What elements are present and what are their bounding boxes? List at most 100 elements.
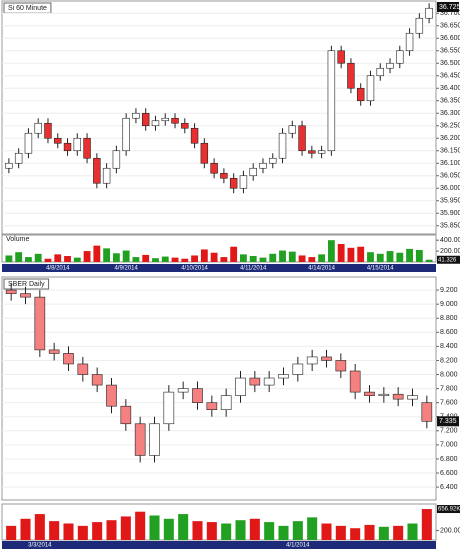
candle-body: [210, 162, 218, 174]
volume-tick-label: 200.000: [440, 248, 460, 255]
candle-body: [5, 289, 17, 294]
volume-bar: [406, 248, 413, 262]
volume-bar: [249, 518, 260, 540]
volume-bar: [308, 257, 316, 262]
volume-bar: [350, 528, 361, 540]
candle-body: [112, 150, 121, 169]
chart-title: Si 60 Minute: [8, 5, 47, 12]
candle-body: [200, 142, 209, 164]
candle-body: [134, 423, 146, 456]
y-tick-label: 7.200: [440, 428, 458, 435]
volume-bar: [73, 257, 81, 262]
candle-body: [308, 150, 316, 154]
candle-body: [171, 117, 179, 124]
volume-bar: [92, 522, 103, 540]
x-tick-label: 4/8/2014: [46, 266, 70, 272]
y-tick-label: 35.950: [440, 198, 460, 205]
last-volume-label: 656.92K: [438, 507, 460, 513]
last-volume-box: [437, 505, 460, 514]
volume-bar: [163, 518, 174, 540]
volume-bar: [321, 523, 332, 540]
candle-body: [278, 132, 287, 159]
y-tick-label: 8.400: [440, 343, 458, 350]
chart-title: SBER Daily: [8, 281, 45, 288]
candle-body: [405, 32, 414, 52]
volume-bar: [103, 248, 111, 262]
y-tick-label: 36.250: [440, 123, 460, 130]
volume-bar: [407, 523, 418, 540]
volume-bar: [25, 257, 32, 262]
candle-body: [327, 50, 336, 152]
candle-body: [407, 395, 418, 400]
candle-body: [337, 50, 345, 64]
candle-body: [93, 157, 101, 184]
volume-bar: [288, 251, 296, 262]
candle-body: [48, 349, 60, 354]
volume-bar: [220, 257, 228, 262]
candle-body: [24, 132, 33, 154]
y-tick-label: 36.000: [440, 185, 460, 192]
volume-bar: [269, 253, 277, 262]
volume-bar: [264, 522, 275, 540]
y-tick-label: 36.550: [440, 48, 460, 55]
volume-bar: [112, 253, 120, 262]
volume-bar: [106, 520, 117, 540]
last-price-label: 7.335: [439, 418, 457, 425]
y-tick-label: 36.150: [440, 148, 460, 155]
candle-body: [288, 125, 297, 134]
volume-bar: [421, 509, 432, 540]
candle-body: [335, 360, 347, 372]
volume-panel: [1, 503, 437, 541]
y-tick-label: 7.600: [440, 400, 458, 407]
candle-body: [239, 175, 248, 189]
candle-body: [63, 353, 74, 365]
y-tick-label: 36.300: [440, 110, 460, 117]
y-tick-label: 36.350: [440, 98, 460, 105]
date-band: [2, 264, 436, 272]
volume-bar: [135, 511, 146, 540]
candle-body: [14, 152, 23, 164]
date-band: [2, 541, 436, 549]
volume-bar: [34, 253, 42, 262]
candle-body: [63, 142, 72, 152]
volume-bar: [161, 256, 169, 262]
x-tick-label: 4/11/2014: [240, 266, 267, 272]
y-tick-label: 36.100: [440, 160, 460, 167]
candle-body: [220, 395, 232, 411]
volume-bar: [181, 258, 189, 262]
y-tick-label: 9.200: [440, 287, 458, 294]
candle-body: [177, 388, 189, 393]
volume-bar: [240, 254, 247, 262]
y-tick-label: 7.000: [440, 442, 458, 449]
candle-body: [364, 391, 375, 396]
y-tick-label: 36.600: [440, 35, 460, 42]
candle-body: [102, 167, 111, 184]
candle-body: [132, 112, 140, 119]
last-price-label: 36.725: [439, 4, 460, 11]
candle-body: [83, 137, 91, 159]
volume-bar: [307, 517, 318, 540]
candle-body: [163, 391, 175, 425]
candle-body: [386, 62, 394, 69]
y-tick-label: 8.600: [440, 329, 458, 336]
volume-bar: [292, 521, 303, 540]
volume-bar: [298, 255, 306, 262]
volume-bar: [49, 521, 60, 540]
volume-bar: [335, 525, 346, 540]
volume-bar: [357, 246, 365, 262]
last-price-box: [437, 2, 459, 12]
candle-body: [73, 137, 82, 152]
volume-bar: [122, 250, 130, 262]
candle-body: [220, 172, 228, 179]
volume-bar: [425, 259, 433, 262]
volume-bar: [279, 250, 286, 262]
volume-bar: [93, 245, 101, 262]
candle-body: [366, 75, 375, 102]
candle-body: [317, 150, 326, 154]
y-tick-label: 9.000: [440, 301, 458, 308]
volume-bar: [367, 252, 374, 262]
y-tick-label: 8.000: [440, 371, 458, 378]
volume-bar: [149, 515, 160, 540]
candle-body: [34, 296, 46, 351]
volume-panel: [1, 234, 437, 263]
